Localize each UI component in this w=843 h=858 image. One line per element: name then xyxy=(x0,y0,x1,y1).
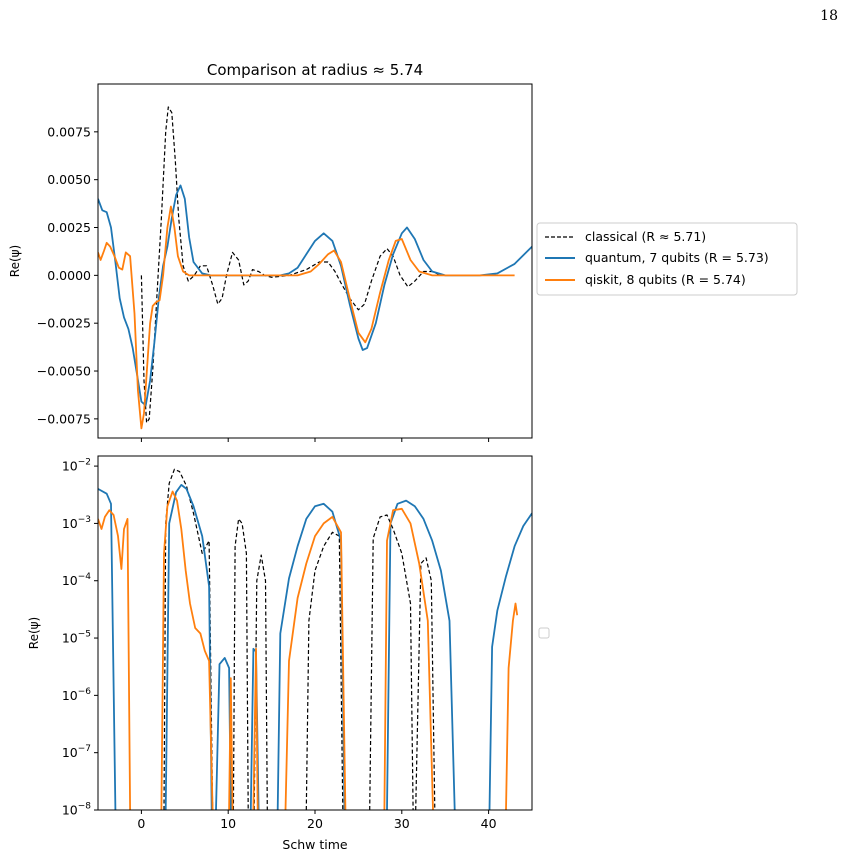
top-plot-frame xyxy=(97,83,533,439)
top-y-tick-label: −0.0025 xyxy=(37,316,91,331)
bottom-x-tick-label: 20 xyxy=(307,816,323,831)
top-y-tick-label: −0.0050 xyxy=(37,364,91,379)
bottom-series-qiskit-8 xyxy=(383,507,434,810)
bottom-series-quantum-7 xyxy=(164,483,213,810)
bottom-series-qiskit-8 xyxy=(505,602,519,810)
legend-label-qiskit: qiskit, 8 qubits (R = 5.74) xyxy=(585,272,746,287)
bottom-y-tick-label: 10−2 xyxy=(62,458,91,474)
top-y-tick-label: 0.0000 xyxy=(47,268,91,283)
page-number: 18 xyxy=(820,8,838,24)
bottom-y-tick-label: 10−3 xyxy=(62,515,91,531)
bottom-y-tick-label: 10−5 xyxy=(62,630,91,646)
bottom-plot-frame xyxy=(97,455,533,811)
bottom-panel: Re(ψ) Schw time 0 10 20 30 40 10−8 10−7 10−6 10−… xyxy=(27,455,533,852)
top-series-qiskit-8 xyxy=(98,205,515,430)
bottom-legend-empty-box xyxy=(538,627,550,639)
bottom-series-classical-r xyxy=(232,518,249,810)
bottom-series-qiskit-8 xyxy=(228,677,234,810)
bottom-series-classical-r xyxy=(305,531,344,810)
bottom-series-qiskit-8 xyxy=(284,516,347,810)
bottom-y-tick-label: 10−6 xyxy=(62,687,91,703)
bottom-axis-ticks: 0 10 20 30 40 10−8 10−7 10−6 10−5 10−4 10−3 10−2 xyxy=(62,458,497,831)
top-axis-ticks: −0.0075 −0.0050 −0.0025 0.0000 0.0025 0.0050 0… xyxy=(37,124,490,442)
top-y-tick-label: 0.0075 xyxy=(47,124,91,139)
bottom-series-qiskit-8 xyxy=(98,509,131,810)
top-series-quantum-7 xyxy=(98,184,532,407)
bottom-series-classical-r xyxy=(415,557,436,810)
bottom-y-axis-label: Re(ψ) xyxy=(27,617,41,649)
legend-box xyxy=(536,222,798,296)
bottom-series-quantum-7 xyxy=(98,488,117,810)
top-y-axis-label: Re(ψ) xyxy=(8,245,22,277)
bottom-series-classical-r xyxy=(163,468,214,810)
bottom-x-tick-label: 0 xyxy=(137,816,145,831)
bottom-x-axis-label: Schw time xyxy=(282,837,347,852)
bottom-y-tick-label: 10−8 xyxy=(62,802,91,818)
bottom-x-tick-label: 40 xyxy=(481,816,497,831)
top-y-tick-label: 0.0025 xyxy=(47,220,91,235)
bottom-series-classical-r xyxy=(369,514,414,810)
bottom-x-tick-label: 10 xyxy=(220,816,236,831)
top-panel: Comparison at radius ≈ 5.74 Re(ψ) −0.007… xyxy=(8,61,533,442)
legend-label-classical: classical (R ≈ 5.71) xyxy=(585,229,706,244)
bottom-series-group xyxy=(98,468,532,810)
legend: classical (R ≈ 5.71) quantum, 7 qubits (… xyxy=(536,222,798,296)
top-chart-title: Comparison at radius ≈ 5.74 xyxy=(207,61,423,79)
bottom-series-qiskit-8 xyxy=(160,490,214,810)
bottom-y-tick-label: 10−7 xyxy=(62,744,91,760)
bottom-series-quantum-7 xyxy=(488,512,532,810)
top-y-tick-label: 0.0050 xyxy=(47,172,91,187)
top-y-tick-label: −0.0075 xyxy=(37,411,91,426)
legend-label-quantum: quantum, 7 qubits (R = 5.73) xyxy=(585,250,769,265)
top-series-group xyxy=(98,106,532,430)
top-series-classical-r xyxy=(140,106,450,424)
bottom-series-quantum-7 xyxy=(386,499,456,810)
bottom-y-tick-label: 10−4 xyxy=(62,572,91,588)
bottom-x-tick-label: 30 xyxy=(394,816,410,831)
bottom-series-qiskit-8 xyxy=(252,647,259,810)
